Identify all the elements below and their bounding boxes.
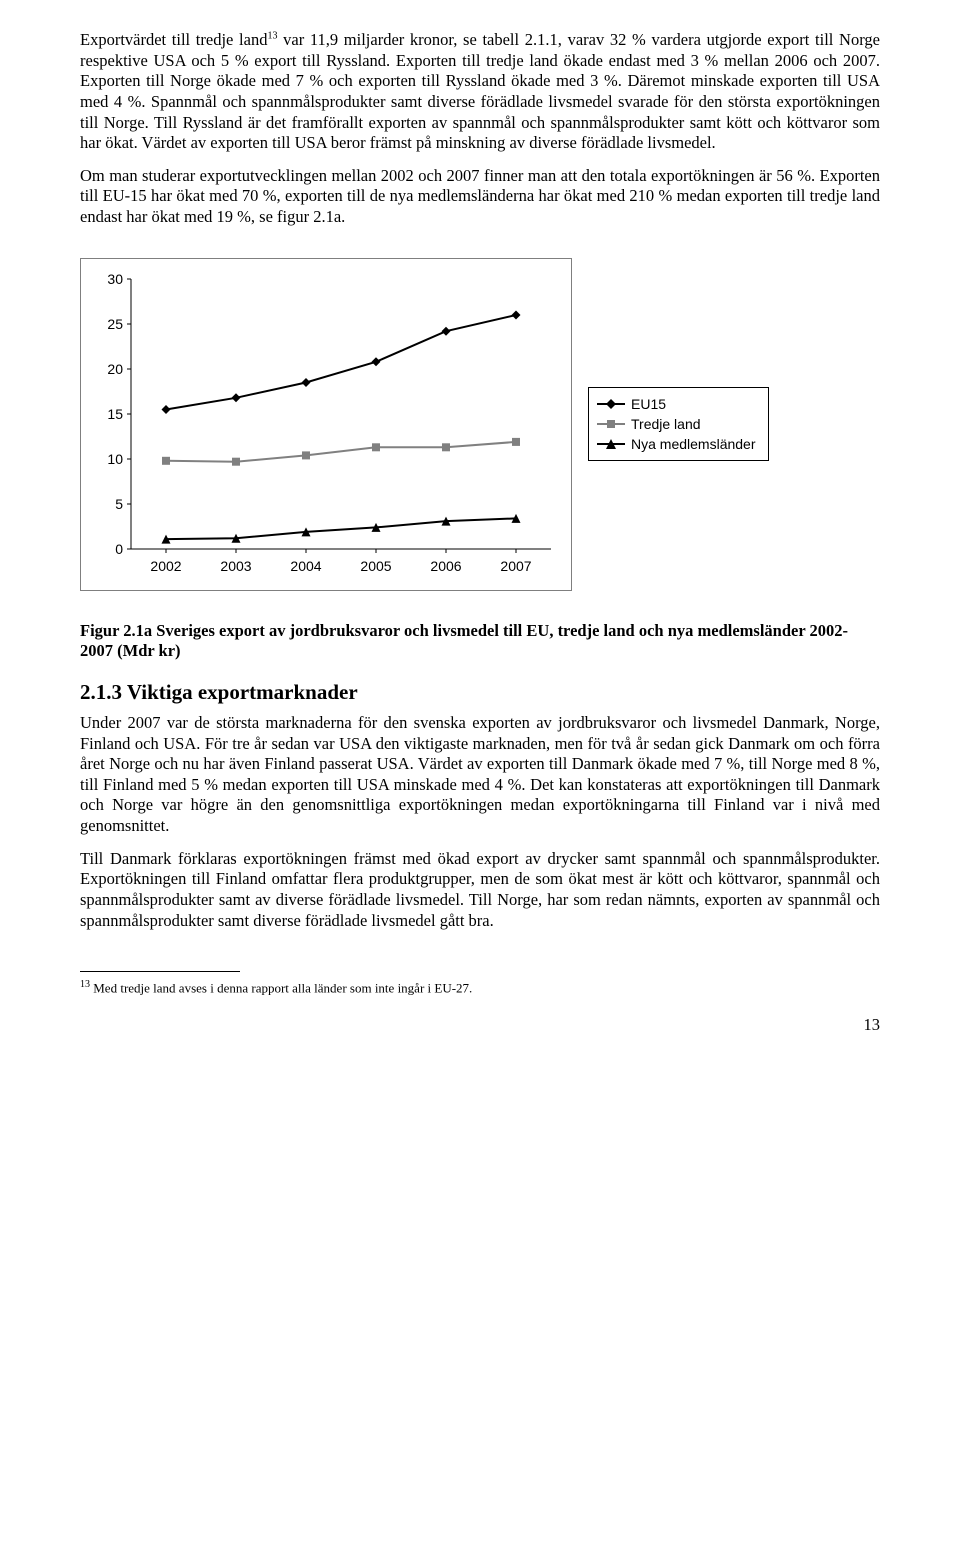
legend-label: EU15 [631, 396, 666, 412]
svg-text:2002: 2002 [150, 558, 181, 574]
footnote-separator [80, 971, 240, 972]
legend-swatch-icon [597, 398, 625, 410]
svg-text:30: 30 [107, 271, 123, 287]
svg-text:2007: 2007 [500, 558, 531, 574]
figure-caption: Figur 2.1a Sveriges export av jordbruksv… [80, 621, 880, 662]
footnote-13: 13 Med tredje land avses i denna rapport… [80, 978, 880, 997]
footnote-num: 13 [80, 979, 90, 990]
paragraph-1: Exportvärdet till tredje land13 var 11,9… [80, 30, 880, 154]
svg-text:2004: 2004 [290, 558, 321, 574]
legend-item: EU15 [597, 394, 756, 414]
legend-swatch-icon [597, 438, 625, 450]
svg-text:15: 15 [107, 406, 123, 422]
svg-text:2005: 2005 [360, 558, 391, 574]
chart-container: 0 5 10 15 20 25 30 2002 2003 2004 2005 2006 2007 EU1… [80, 258, 880, 591]
page-body: Exportvärdet till tredje land13 var 11,9… [40, 0, 920, 1075]
svg-text:25: 25 [107, 316, 123, 332]
legend-label: Tredje land [631, 416, 701, 432]
chart-plot-box: 0 5 10 15 20 25 30 2002 2003 2004 2005 2006 2007 [80, 258, 572, 591]
legend-item: Nya medlemsländer [597, 434, 756, 454]
legend-item: Tredje land [597, 414, 756, 434]
chart-legend: EU15 Tredje land Nya medlemsländer [588, 387, 769, 461]
line-chart: 0 5 10 15 20 25 30 2002 2003 2004 2005 2006 2007 [91, 269, 561, 579]
svg-text:2003: 2003 [220, 558, 251, 574]
para1-text-a: Exportvärdet till tredje land [80, 30, 267, 49]
svg-text:0: 0 [115, 541, 123, 557]
section-heading-2-1-3: 2.1.3 Viktiga exportmarknader [80, 680, 880, 705]
svg-text:2006: 2006 [430, 558, 461, 574]
paragraph-4: Till Danmark förklaras exportökningen fr… [80, 849, 880, 932]
svg-text:10: 10 [107, 451, 123, 467]
svg-text:20: 20 [107, 361, 123, 377]
paragraph-3: Under 2007 var de största marknaderna fö… [80, 713, 880, 837]
footnote-ref-13: 13 [267, 31, 277, 42]
svg-text:5: 5 [115, 496, 123, 512]
legend-label: Nya medlemsländer [631, 436, 756, 452]
page-number: 13 [80, 1015, 880, 1035]
footnote-text: Med tredje land avses i denna rapport al… [90, 980, 472, 995]
legend-swatch-icon [597, 418, 625, 430]
paragraph-2: Om man studerar exportutvecklingen mella… [80, 166, 880, 228]
